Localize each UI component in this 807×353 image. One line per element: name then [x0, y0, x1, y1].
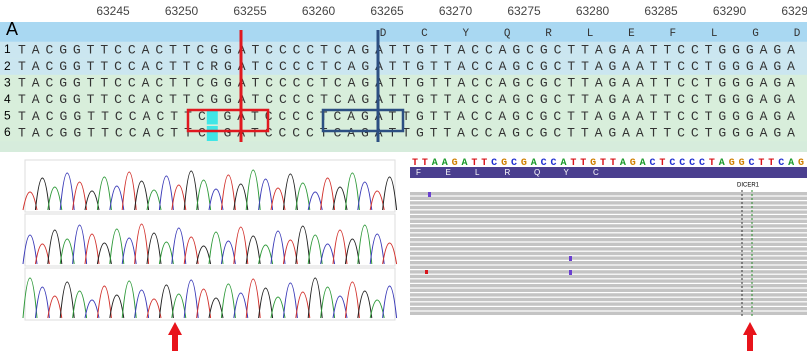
read [410, 275, 807, 278]
position-label: 63290 [713, 4, 747, 18]
arrow [168, 322, 182, 351]
amino-acid: D [380, 28, 387, 40]
amino-acid: Y [462, 28, 469, 40]
position-label: 63270 [439, 4, 473, 18]
read [410, 215, 807, 218]
deletion [207, 126, 218, 141]
amino-acid: F [669, 28, 676, 40]
read [410, 270, 807, 273]
row-number: 5 [4, 109, 11, 123]
position-label: 63285 [644, 4, 678, 18]
read [410, 256, 807, 259]
position-label: 63250 [165, 4, 199, 18]
read [410, 224, 807, 227]
position-label: 63255 [233, 4, 267, 18]
read [410, 279, 807, 282]
amino-acid: D [794, 28, 801, 40]
amino-acid: E [628, 28, 635, 40]
read [410, 289, 807, 292]
row-number: 1 [4, 42, 11, 56]
figure: A B C 6324563250632556326063265632706327… [0, 0, 807, 353]
position-label: 63245 [96, 4, 130, 18]
igv-amino-acid: L [475, 168, 480, 177]
igv-amino-acid: Q [534, 168, 540, 177]
read [410, 293, 807, 296]
read [410, 220, 807, 223]
position-label: 63295 [781, 4, 807, 18]
read [410, 252, 807, 255]
deletion [207, 109, 218, 124]
sequence: TACGGTTCCACTTCGGATCCCCTCAGATTGTTACCAGCGC… [18, 76, 795, 91]
read [410, 210, 807, 213]
read [410, 284, 807, 287]
igv-amino-acid: Y [564, 168, 570, 177]
read [410, 247, 807, 250]
read [410, 243, 807, 246]
igv-amino-acid: R [505, 168, 511, 177]
variant [569, 270, 572, 275]
header-band [0, 22, 807, 42]
position-label: 63280 [576, 4, 610, 18]
read [410, 206, 807, 209]
read [410, 266, 807, 269]
position-label: 63265 [370, 4, 404, 18]
row-number: 6 [4, 125, 11, 139]
position-label: 63275 [507, 4, 541, 18]
read [410, 302, 807, 305]
igv-amino-acid: C [593, 168, 599, 177]
amino-acid: R [545, 28, 552, 40]
read [410, 197, 807, 200]
read [410, 229, 807, 232]
arrow [743, 322, 757, 351]
panel-label: A [6, 19, 18, 39]
row-number: 4 [4, 92, 11, 106]
read [410, 201, 807, 204]
igv-amino-acid: E [446, 168, 451, 177]
row-number: 3 [4, 75, 11, 89]
row-number: 2 [4, 59, 11, 73]
variant [569, 256, 572, 261]
track-label: DICER1 [737, 183, 760, 189]
read [410, 261, 807, 264]
position-label: 63260 [302, 4, 336, 18]
amino-acid: Q [504, 28, 511, 40]
read [410, 312, 807, 315]
sequence: TACGGTTCCACTTCGGATCCCCTCAGATTGTTACCAGCGC… [18, 42, 795, 57]
variant [425, 270, 428, 274]
read [410, 233, 807, 236]
amino-acid: L [587, 28, 594, 40]
read [410, 307, 807, 310]
amino-bar [410, 167, 807, 178]
amino-acid: C [421, 28, 428, 40]
variant [428, 192, 431, 197]
amino-acid: G [752, 28, 759, 40]
sequence: TACGGTTCCACTTCGGATCCCCTCAGATTGTTACCAGCGC… [18, 92, 795, 107]
igv-amino-acid: F [416, 168, 421, 177]
amino-acid: L [711, 28, 718, 40]
read [410, 238, 807, 241]
read [410, 192, 807, 195]
read [410, 298, 807, 301]
sequence: TACGGTTCCACTTCRGATCCCCTCAGATTGTTACCAGCGC… [18, 59, 795, 74]
